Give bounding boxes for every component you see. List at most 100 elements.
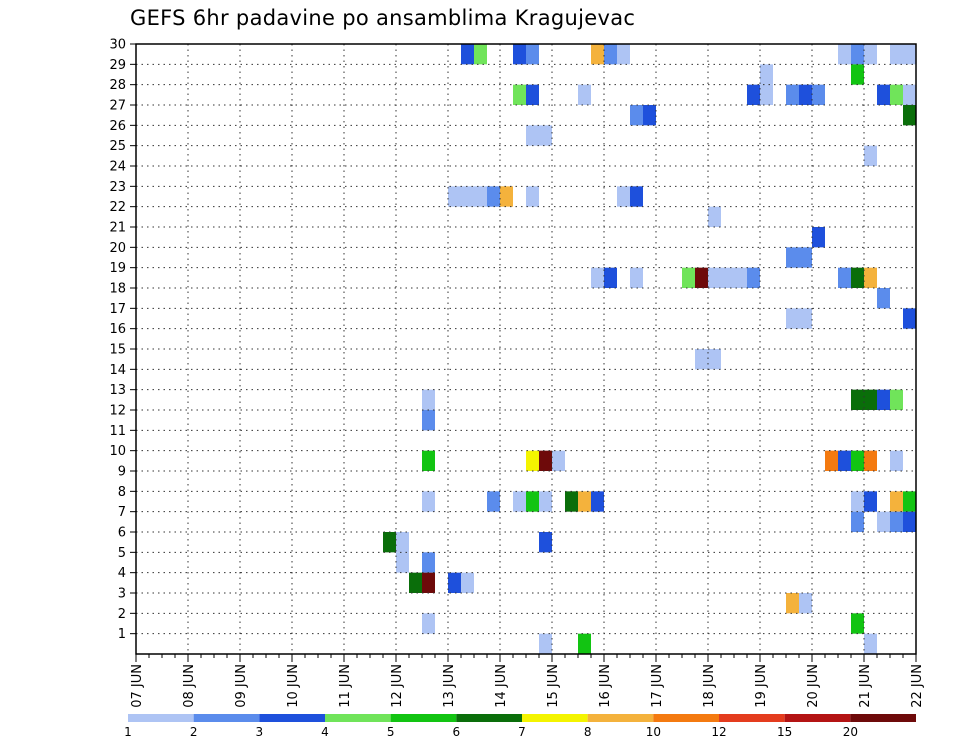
- precip-cell: [708, 206, 721, 227]
- y-tick-label: 3: [118, 587, 126, 602]
- precip-cell: [630, 105, 643, 126]
- x-tick-label: 20 JUN: [806, 664, 821, 708]
- precip-cell: [864, 44, 877, 65]
- y-tick-label: 2: [118, 607, 126, 622]
- precip-cell: [539, 633, 552, 654]
- x-tick-label: 17 JUN: [650, 664, 665, 708]
- y-tick-label: 27: [109, 99, 126, 114]
- precip-cell: [877, 511, 890, 532]
- y-tick-label: 21: [109, 221, 126, 236]
- precip-cell: [643, 105, 656, 126]
- precip-cell: [422, 491, 435, 512]
- precip-cell: [851, 511, 864, 532]
- precip-cell: [838, 44, 851, 65]
- precip-cell: [838, 450, 851, 471]
- precip-cell: [903, 491, 916, 512]
- precip-cell: [630, 186, 643, 207]
- colorbar-segment: [456, 714, 522, 722]
- precip-cell: [903, 105, 916, 126]
- y-tick-label: 16: [109, 322, 126, 337]
- y-tick-label: 28: [109, 78, 126, 93]
- colorbar-segment: [587, 714, 654, 722]
- precip-cell: [851, 450, 864, 471]
- y-tick-label: 5: [118, 546, 126, 561]
- precip-cell: [474, 44, 487, 65]
- precip-cell: [383, 532, 396, 553]
- colorbar-label: 8: [584, 725, 592, 739]
- x-tick-label: 10 JUN: [286, 664, 301, 708]
- precip-cell: [526, 44, 539, 65]
- precip-cell: [760, 84, 773, 105]
- precip-cell: [591, 44, 604, 65]
- precip-cell: [422, 613, 435, 634]
- precip-cell: [474, 186, 487, 207]
- precip-cell: [864, 267, 877, 288]
- colorbar-segment: [325, 714, 391, 722]
- y-tick-label: 8: [118, 485, 126, 500]
- colorbar-label: 7: [518, 725, 526, 739]
- y-tick-label: 18: [109, 282, 126, 297]
- colorbar-label: 6: [453, 725, 461, 739]
- precip-cell: [851, 267, 864, 288]
- x-tick-label: 22 JUN: [910, 664, 925, 708]
- x-tick-label: 21 JUN: [858, 664, 873, 708]
- colorbar-segment: [193, 714, 260, 722]
- precip-cell: [890, 84, 903, 105]
- precip-cell: [539, 125, 552, 146]
- colorbar-segment: [259, 714, 325, 722]
- y-tick-label: 6: [118, 526, 126, 541]
- y-tick-label: 30: [109, 38, 126, 53]
- y-tick-label: 13: [109, 383, 126, 398]
- precip-cell: [747, 267, 760, 288]
- y-tick-label: 7: [118, 505, 126, 520]
- precip-cell: [760, 64, 773, 85]
- precip-cell: [500, 186, 513, 207]
- precip-cell: [799, 247, 812, 268]
- precip-cell: [565, 491, 578, 512]
- precip-cell: [461, 572, 474, 593]
- x-tick-label: 09 JUN: [234, 664, 249, 708]
- x-tick-label: 07 JUN: [130, 664, 145, 708]
- precip-cell: [825, 450, 838, 471]
- y-tick-label: 4: [118, 566, 126, 581]
- precip-cell: [890, 389, 903, 410]
- precip-cell: [591, 491, 604, 512]
- precip-cell: [513, 491, 526, 512]
- precip-cell: [539, 491, 552, 512]
- precip-cell: [903, 44, 916, 65]
- y-tick-label: 15: [109, 343, 126, 358]
- precip-cell: [526, 125, 539, 146]
- precip-cell: [838, 267, 851, 288]
- precip-cell: [864, 389, 877, 410]
- precip-cell: [422, 410, 435, 431]
- colorbar-segment: [653, 714, 719, 722]
- precip-cell: [422, 572, 435, 593]
- colorbar-label: 20: [843, 725, 858, 739]
- precip-cell: [734, 267, 747, 288]
- colorbar-label: 12: [711, 725, 726, 739]
- precip-cell: [487, 186, 500, 207]
- precip-cell: [630, 267, 643, 288]
- precip-cell: [786, 593, 799, 614]
- precip-cell: [539, 532, 552, 553]
- precip-cell: [422, 450, 435, 471]
- colorbar-segment: [850, 714, 916, 722]
- colorbar-segment: [522, 714, 588, 722]
- precip-cell: [461, 44, 474, 65]
- precip-cell: [877, 84, 890, 105]
- precip-cell: [864, 145, 877, 166]
- precip-cell: [851, 491, 864, 512]
- colorbar-label: 5: [387, 725, 395, 739]
- precip-cell: [890, 44, 903, 65]
- y-tick-label: 20: [109, 241, 126, 256]
- colorbar-segment: [390, 714, 457, 722]
- colorbar-label: 3: [256, 725, 264, 739]
- precip-cell: [708, 349, 721, 370]
- x-tick-label: 14 JUN: [494, 664, 509, 708]
- precip-cell: [747, 84, 760, 105]
- precip-cell: [448, 186, 461, 207]
- precip-cell: [799, 593, 812, 614]
- y-tick-label: 1: [118, 627, 126, 642]
- y-tick-label: 11: [109, 424, 126, 439]
- y-tick-label: 14: [109, 363, 126, 378]
